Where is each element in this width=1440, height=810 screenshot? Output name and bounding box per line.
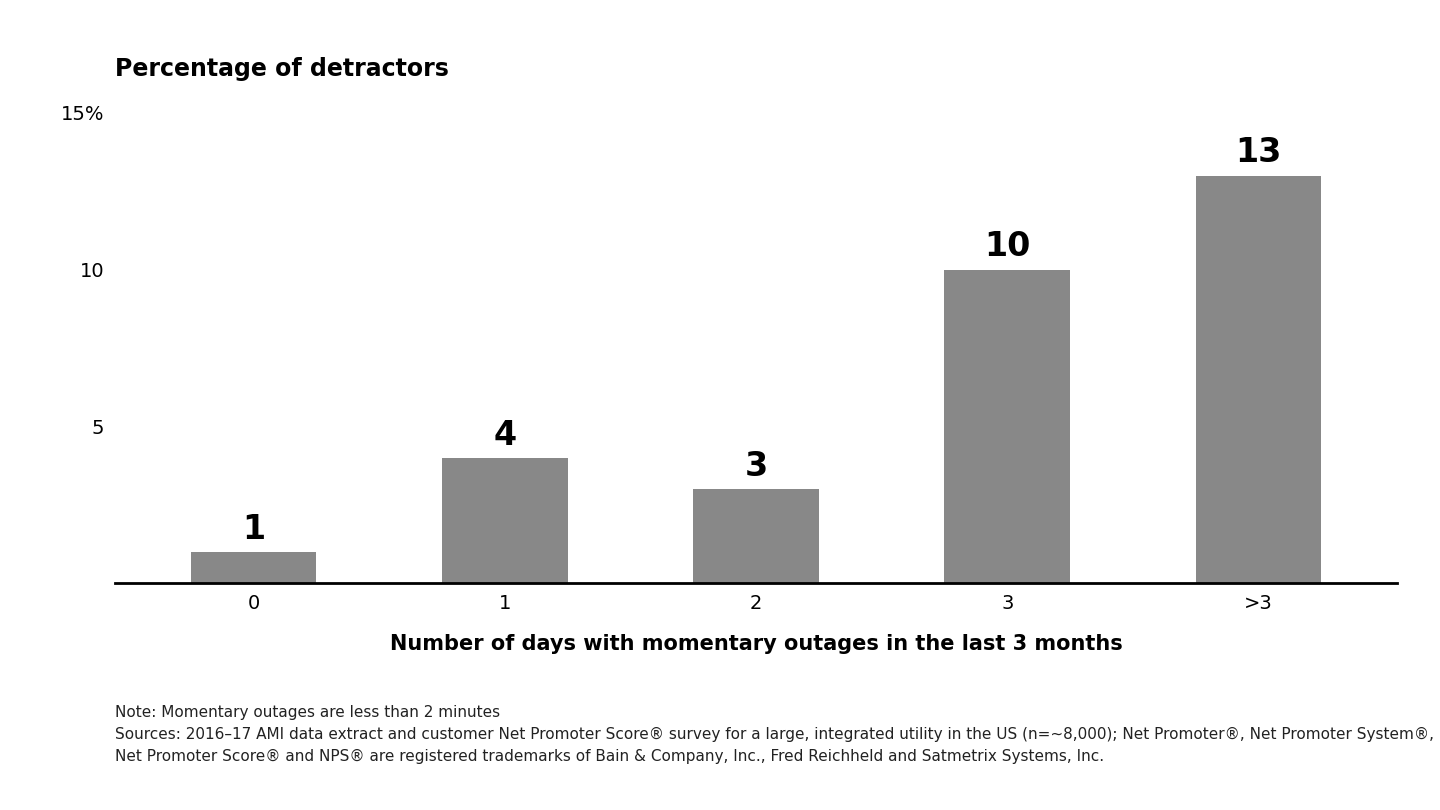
Bar <box>1195 176 1322 583</box>
Text: 10: 10 <box>984 230 1031 263</box>
Text: Note: Momentary outages are less than 2 minutes
Sources: 2016–17 AMI data extrac: Note: Momentary outages are less than 2 … <box>115 705 1434 764</box>
Bar <box>190 552 317 583</box>
Bar <box>693 489 819 583</box>
Text: Percentage of detractors: Percentage of detractors <box>115 57 449 81</box>
Bar <box>442 458 567 583</box>
Text: 13: 13 <box>1236 136 1282 169</box>
Text: 1: 1 <box>242 513 265 546</box>
X-axis label: Number of days with momentary outages in the last 3 months: Number of days with momentary outages in… <box>390 634 1122 654</box>
Bar <box>945 270 1070 583</box>
Text: 4: 4 <box>492 419 517 451</box>
Text: 3: 3 <box>744 450 768 483</box>
